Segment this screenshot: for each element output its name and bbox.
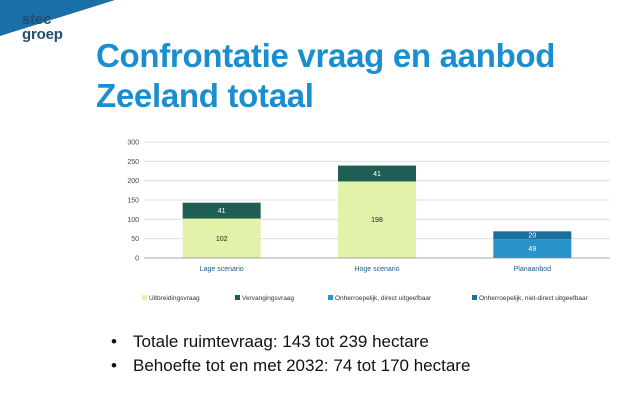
y-tick-label: 0 (135, 256, 139, 263)
legend-label: Uitbreidingsvraag (149, 295, 200, 302)
bar-segment (338, 181, 416, 258)
data-label: 102 (216, 236, 228, 243)
legend-label: Onherroepelijk, direct uitgeefbaar (335, 295, 432, 302)
y-tick-label: 300 (127, 140, 139, 147)
y-tick-label: 200 (127, 178, 139, 185)
legend-label: Onherroepelijk, niet-direct uitgeefbaar (479, 295, 589, 302)
page-title-line-2: Zeeland totaal (96, 77, 314, 114)
bar-segment (493, 231, 572, 240)
bullet-total-demand: Totale ruimtevraag: 143 tot 239 hectare (110, 330, 470, 354)
bullet-demand-2032: Behoefte tot en met 2032: 74 tot 170 hec… (110, 354, 470, 378)
bullet-list: Totale ruimtevraag: 143 tot 239 hectare … (110, 330, 470, 378)
y-tick-label: 100 (127, 217, 139, 224)
y-tick-label: 250 (127, 159, 139, 166)
y-tick-label: 50 (131, 236, 139, 243)
legend-swatch (472, 295, 477, 300)
x-tick-label: Planaanbod (514, 266, 551, 273)
bar-segment (338, 165, 416, 182)
bar-segment (493, 239, 572, 258)
x-tick-label: Lage scenario (200, 266, 244, 273)
legend-swatch (328, 295, 333, 300)
data-label: 41 (218, 208, 226, 215)
y-tick-label: 150 (127, 198, 139, 205)
logo-line-2: groep (22, 26, 63, 43)
legend-swatch (142, 295, 147, 300)
page-title-line-1: Confrontatie vraag en aanbod (96, 37, 556, 74)
legend-label: Vervangingsvraag (242, 295, 294, 302)
stec-groep-logo: stec groep (22, 12, 63, 42)
data-label: 41 (373, 171, 381, 178)
logo-line-1: stec (22, 11, 52, 28)
bar-segment (182, 218, 261, 258)
bar-segment (182, 202, 261, 219)
stacked-bar-chart: 102 41 198 41 49 20 0 50 100 150 200 250 300 Lage sc… (127, 140, 610, 302)
legend-swatch (235, 295, 240, 300)
corner-accent (0, 0, 115, 36)
data-label: 20 (528, 233, 536, 240)
x-tick-label: Hoge scenario (354, 266, 399, 273)
page-title: Confrontatie vraag en aanbod Zeeland tot… (96, 36, 555, 116)
data-label: 198 (371, 217, 383, 224)
data-label: 49 (528, 246, 536, 253)
